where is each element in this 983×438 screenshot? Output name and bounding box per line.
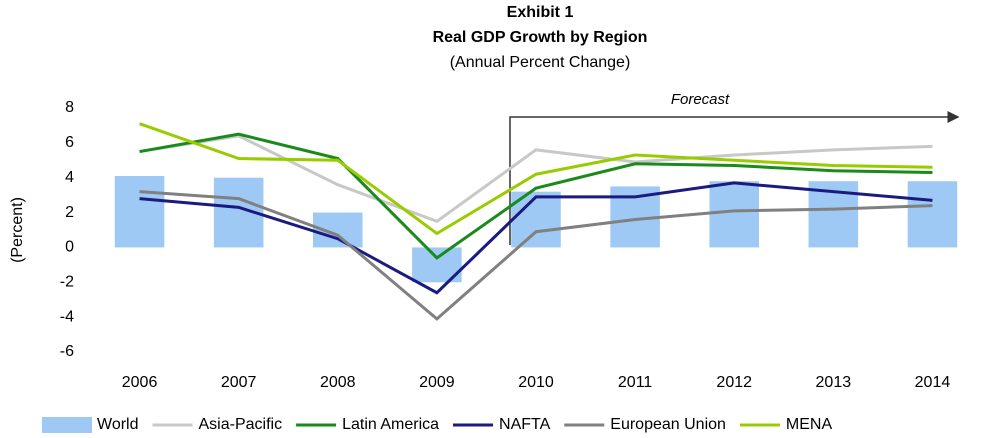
x-tick-label: 2008 <box>320 374 356 391</box>
line <box>139 181 933 295</box>
chart-subtitle: Real GDP Growth by Region <box>433 29 648 46</box>
y-tick-label: 6 <box>65 134 74 151</box>
y-tick-label: 8 <box>65 99 74 116</box>
chart-title: Exhibit 1 <box>507 4 574 21</box>
x-tick-label: 2012 <box>716 374 752 391</box>
y-axis-label: (Percent) <box>9 197 26 263</box>
x-tick-label: 2010 <box>518 374 554 391</box>
legend-label: Asia-Pacific <box>199 416 283 433</box>
line <box>139 190 933 321</box>
line <box>139 134 933 223</box>
legend-label: MENA <box>786 416 833 433</box>
line <box>139 132 933 260</box>
line <box>139 122 933 236</box>
forecast-label: Forecast <box>671 91 730 108</box>
bar <box>907 181 958 248</box>
y-tick-label: 2 <box>65 204 74 221</box>
x-tick-label: 2007 <box>221 374 257 391</box>
chart-note: (Annual Percent Change) <box>450 54 631 71</box>
y-tick-label: -6 <box>60 343 74 360</box>
x-tick-label: 2013 <box>816 374 852 391</box>
legend-label: NAFTA <box>499 416 551 433</box>
bar <box>709 181 759 248</box>
legend-label: Latin America <box>342 416 439 433</box>
legend-label: European Union <box>610 416 726 433</box>
x-tick-label: 2009 <box>419 374 455 391</box>
y-tick-label: 4 <box>65 169 74 186</box>
x-tick-label: 2011 <box>618 374 653 391</box>
y-tick-label: -4 <box>60 308 74 325</box>
x-tick-label: 2006 <box>122 374 158 391</box>
bar <box>114 175 165 248</box>
legend-swatch <box>42 417 92 433</box>
y-tick-label: -2 <box>60 274 74 291</box>
x-tick-label: 2014 <box>915 374 951 391</box>
y-tick-label: 0 <box>65 239 74 256</box>
legend-label: World <box>97 416 139 433</box>
forecast-arrow <box>509 111 960 245</box>
